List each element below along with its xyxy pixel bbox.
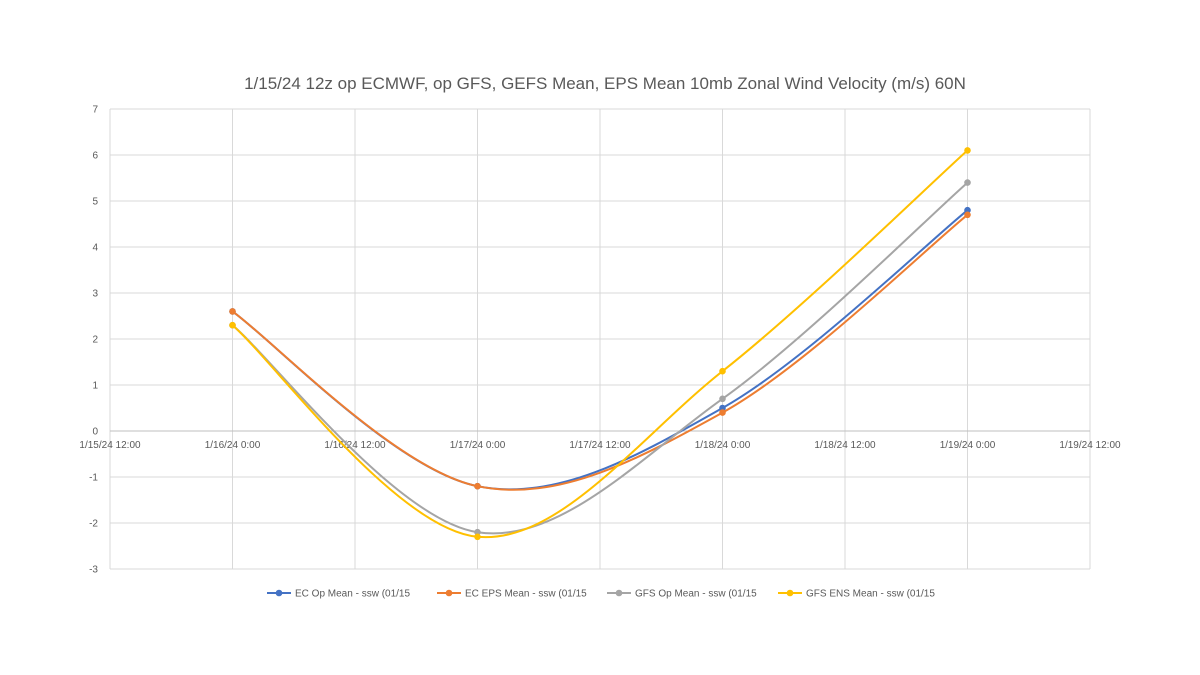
data-point — [719, 409, 726, 416]
axis-layer: 7 6 5 4 3 2 1 0 -1 -2 -3 1/15/24 12:00 1/16/24 0:00 1… — [79, 105, 1121, 576]
data-point — [964, 147, 971, 154]
legend-swatch-marker — [615, 589, 623, 597]
y-tick-label: 5 — [92, 197, 98, 208]
series-layer — [229, 147, 971, 541]
data-point — [474, 482, 481, 490]
x-tick-label: 1/18/24 0:00 — [695, 440, 751, 451]
data-point — [719, 367, 726, 375]
legend-item: GFS ENS Mean - ssw (01/15 — [778, 589, 935, 600]
legend-label: GFS ENS Mean - ssw (01/15 — [806, 589, 935, 600]
y-tick-label: 2 — [92, 335, 98, 346]
series-line — [231, 149, 969, 539]
series-4 — [229, 147, 971, 541]
legend-swatch-marker — [445, 589, 453, 597]
data-point — [474, 528, 481, 536]
legend-swatch-marker — [275, 589, 283, 597]
data-point — [964, 206, 971, 214]
data-point — [229, 321, 236, 329]
data-point — [719, 395, 726, 403]
y-tick-label: 7 — [92, 105, 98, 116]
x-tick-label: 1/16/24 0:00 — [205, 440, 261, 451]
series-line — [231, 214, 969, 491]
x-tick-label: 1/19/24 0:00 — [940, 440, 996, 451]
chart-title: 1/15/24 12z op ECMWF, op GFS, GEFS Mean,… — [244, 74, 966, 93]
legend: EC Op Mean - ssw (01/15 EC EPS Mean - ssw… — [267, 589, 935, 600]
data-point — [964, 179, 971, 186]
legend-item: EC Op Mean - ssw (01/15 — [267, 589, 410, 600]
legend-label: EC Op Mean - ssw (01/15 — [295, 589, 410, 600]
y-tick-label: 1 — [92, 381, 98, 392]
legend-item: GFS Op Mean - ssw (01/15 — [607, 589, 757, 600]
y-tick-label: -1 — [89, 473, 98, 484]
x-tick-label: 1/17/24 0:00 — [450, 440, 506, 451]
data-point — [719, 404, 726, 412]
grid-layer — [109, 108, 1091, 570]
y-tick-label: 0 — [92, 427, 98, 438]
x-tick-label: 1/16/24 12:00 — [324, 440, 386, 451]
legend-label: EC EPS Mean - ssw (01/15 — [465, 589, 587, 600]
x-tick-label: 1/18/24 12:00 — [814, 440, 876, 451]
legend-label: GFS Op Mean - ssw (01/15 — [635, 589, 757, 600]
data-point — [474, 533, 481, 541]
legend-item: EC EPS Mean - ssw (01/15 — [437, 589, 587, 600]
y-tick-label: -3 — [89, 565, 98, 576]
legend-swatch-marker — [786, 589, 794, 597]
series-2 — [229, 211, 971, 491]
y-tick-label: -2 — [89, 519, 98, 530]
x-tick-label: 1/19/24 12:00 — [1059, 440, 1121, 451]
y-tick-label: 3 — [92, 289, 98, 300]
y-tick-label: 4 — [92, 243, 98, 254]
series-line — [231, 181, 969, 535]
data-point — [229, 308, 236, 315]
x-tick-label: 1/15/24 12:00 — [79, 440, 141, 451]
y-tick-label: 6 — [92, 151, 98, 162]
x-tick-label: 1/17/24 12:00 — [569, 440, 631, 451]
data-point — [964, 211, 971, 219]
